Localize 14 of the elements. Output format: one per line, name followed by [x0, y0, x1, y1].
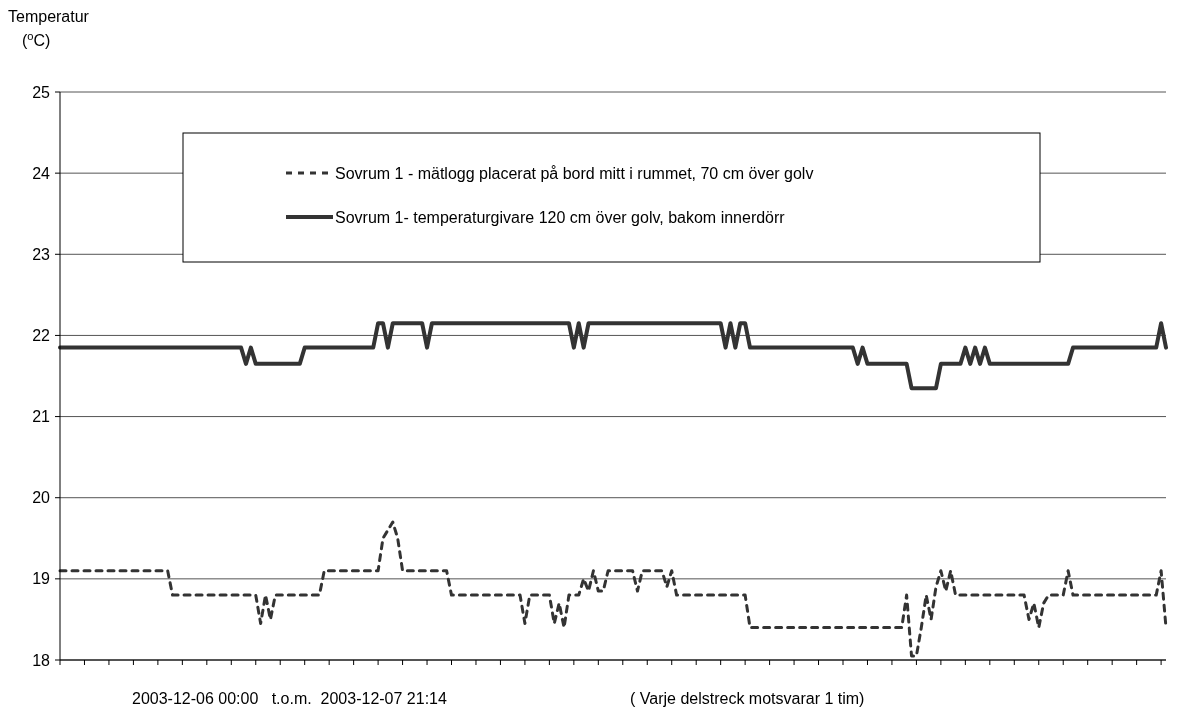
line-series	[58, 321, 1168, 391]
y-tick-label: 19	[32, 570, 51, 588]
legend-label: Sovrum 1- temperaturgivare 120 cm över golv, bakom innerdörr	[335, 208, 786, 226]
y-tick-label: 22	[32, 327, 51, 345]
y-tick-label: 24	[32, 164, 51, 182]
text: 2003-12-06 00:00 t.o.m. 2003-12-07 21:14	[132, 690, 447, 707]
y-tick-label: 23	[32, 245, 51, 263]
legend-label: Sovrum 1 - mätlogg placerat på bord mitt i rummet, 70 cm över golv	[335, 164, 814, 182]
y-tick-label: 20	[32, 489, 51, 507]
y-tick-label: 21	[32, 408, 51, 426]
text: ( Varje delstreck motsvarar 1 tim)	[630, 690, 865, 707]
y-tick-label: 18	[32, 651, 51, 669]
y-tick-label: 25	[32, 83, 51, 101]
y-axis-title: Temperatur ($^{o}$C)	[8, 8, 90, 49]
